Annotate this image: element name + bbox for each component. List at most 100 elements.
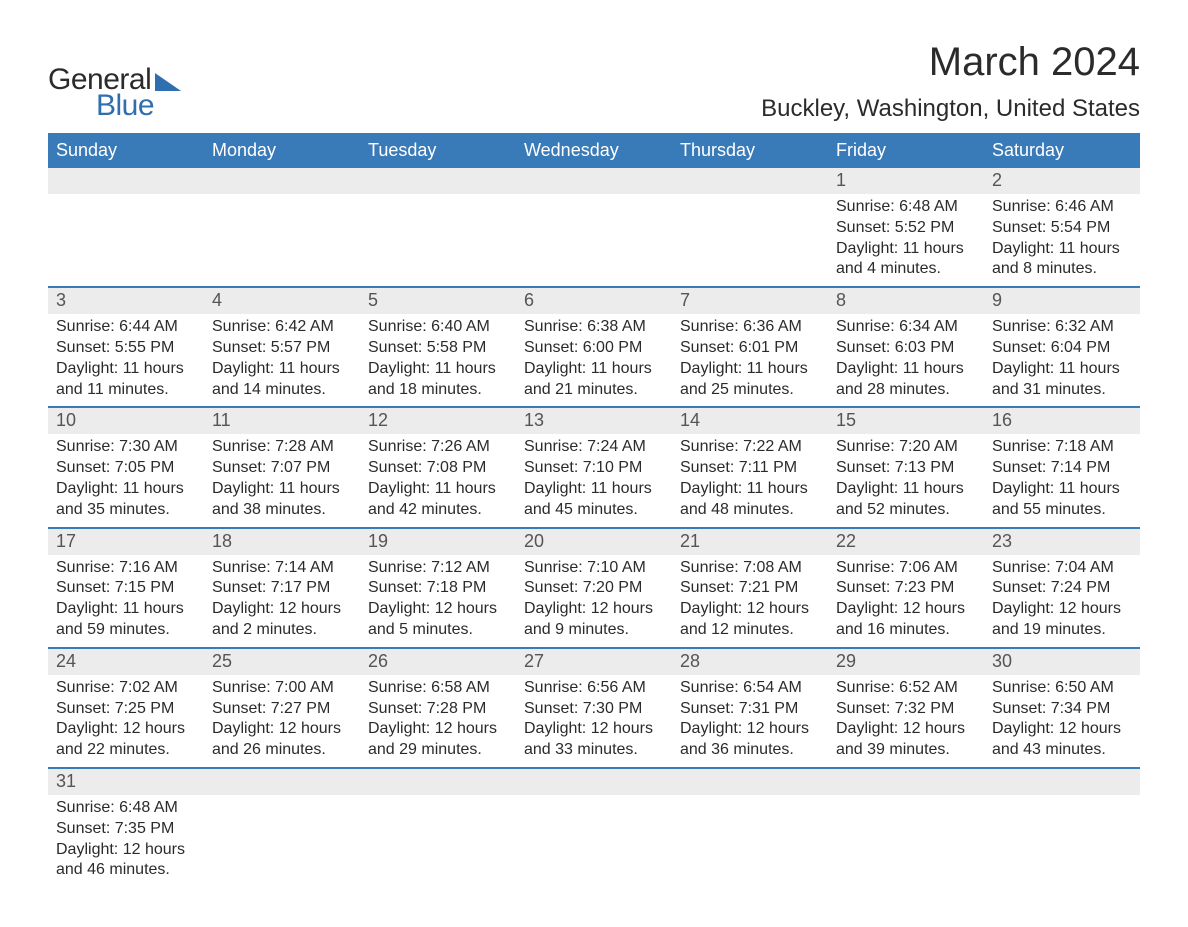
daylight-line: Daylight: 11 hours and 21 minutes. [524, 359, 664, 401]
daylight-line: Daylight: 11 hours and 48 minutes. [680, 479, 820, 521]
daylight-line: Daylight: 11 hours and 35 minutes. [56, 479, 196, 521]
sunset-line: Sunset: 7:30 PM [524, 699, 664, 720]
day-details: Sunrise: 6:58 AMSunset: 7:28 PMDaylight:… [360, 675, 516, 767]
sunset-line: Sunset: 7:18 PM [368, 578, 508, 599]
page-title: March 2024 [761, 40, 1140, 85]
daylight-line: Daylight: 11 hours and 28 minutes. [836, 359, 976, 401]
sunrise-line: Sunrise: 7:24 AM [524, 437, 664, 458]
daylight-line: Daylight: 12 hours and 46 minutes. [56, 840, 196, 882]
day-number: 13 [516, 408, 672, 434]
calendar-day: 28Sunrise: 6:54 AMSunset: 7:31 PMDayligh… [672, 649, 828, 767]
calendar-day: 3Sunrise: 6:44 AMSunset: 5:55 PMDaylight… [48, 288, 204, 406]
logo-text-blue: Blue [96, 89, 154, 123]
day-details [516, 795, 672, 877]
day-details: Sunrise: 7:24 AMSunset: 7:10 PMDaylight:… [516, 434, 672, 526]
day-details: Sunrise: 7:00 AMSunset: 7:27 PMDaylight:… [204, 675, 360, 767]
sunset-line: Sunset: 5:57 PM [212, 338, 352, 359]
sunrise-line: Sunrise: 6:52 AM [836, 678, 976, 699]
day-number: 20 [516, 529, 672, 555]
day-number: 9 [984, 288, 1140, 314]
daylight-line: Daylight: 11 hours and 8 minutes. [992, 239, 1132, 281]
day-number: 25 [204, 649, 360, 675]
sunrise-line: Sunrise: 7:10 AM [524, 558, 664, 579]
calendar-header-cell: Thursday [672, 133, 828, 168]
day-number: 3 [48, 288, 204, 314]
calendar-day-empty [204, 168, 360, 286]
calendar-day: 29Sunrise: 6:52 AMSunset: 7:32 PMDayligh… [828, 649, 984, 767]
daylight-line: Daylight: 11 hours and 11 minutes. [56, 359, 196, 401]
daylight-line: Daylight: 12 hours and 29 minutes. [368, 719, 508, 761]
calendar-day: 14Sunrise: 7:22 AMSunset: 7:11 PMDayligh… [672, 408, 828, 526]
day-details [984, 795, 1140, 877]
day-number: 14 [672, 408, 828, 434]
sunset-line: Sunset: 7:35 PM [56, 819, 196, 840]
daylight-line: Daylight: 12 hours and 36 minutes. [680, 719, 820, 761]
day-number: 5 [360, 288, 516, 314]
day-details: Sunrise: 6:54 AMSunset: 7:31 PMDaylight:… [672, 675, 828, 767]
day-details: Sunrise: 6:48 AMSunset: 5:52 PMDaylight:… [828, 194, 984, 286]
day-number: 15 [828, 408, 984, 434]
day-number [672, 769, 828, 795]
calendar-day-empty [672, 769, 828, 887]
day-details: Sunrise: 7:18 AMSunset: 7:14 PMDaylight:… [984, 434, 1140, 526]
calendar-day-empty [360, 769, 516, 887]
calendar-day-empty [672, 168, 828, 286]
day-number: 18 [204, 529, 360, 555]
sunset-line: Sunset: 6:01 PM [680, 338, 820, 359]
daylight-line: Daylight: 12 hours and 43 minutes. [992, 719, 1132, 761]
calendar-day-empty [48, 168, 204, 286]
daylight-line: Daylight: 11 hours and 59 minutes. [56, 599, 196, 641]
calendar-day: 8Sunrise: 6:34 AMSunset: 6:03 PMDaylight… [828, 288, 984, 406]
sunrise-line: Sunrise: 7:30 AM [56, 437, 196, 458]
calendar-week-row: 3Sunrise: 6:44 AMSunset: 5:55 PMDaylight… [48, 286, 1140, 406]
calendar-day: 5Sunrise: 6:40 AMSunset: 5:58 PMDaylight… [360, 288, 516, 406]
sunset-line: Sunset: 7:27 PM [212, 699, 352, 720]
calendar-day-empty [204, 769, 360, 887]
logo-triangle-icon [155, 73, 181, 91]
sunset-line: Sunset: 7:28 PM [368, 699, 508, 720]
daylight-line: Daylight: 12 hours and 26 minutes. [212, 719, 352, 761]
calendar-day: 1Sunrise: 6:48 AMSunset: 5:52 PMDaylight… [828, 168, 984, 286]
calendar-week-row: 24Sunrise: 7:02 AMSunset: 7:25 PMDayligh… [48, 647, 1140, 767]
calendar-day-empty [516, 769, 672, 887]
day-details: Sunrise: 6:44 AMSunset: 5:55 PMDaylight:… [48, 314, 204, 406]
calendar-week-row: 1Sunrise: 6:48 AMSunset: 5:52 PMDaylight… [48, 168, 1140, 286]
page-header: General Blue March 2024 Buckley, Washing… [48, 40, 1140, 123]
sunrise-line: Sunrise: 7:16 AM [56, 558, 196, 579]
daylight-line: Daylight: 12 hours and 22 minutes. [56, 719, 196, 761]
sunrise-line: Sunrise: 6:38 AM [524, 317, 664, 338]
calendar-day: 26Sunrise: 6:58 AMSunset: 7:28 PMDayligh… [360, 649, 516, 767]
daylight-line: Daylight: 12 hours and 2 minutes. [212, 599, 352, 641]
sunset-line: Sunset: 6:04 PM [992, 338, 1132, 359]
sunset-line: Sunset: 5:54 PM [992, 218, 1132, 239]
calendar-week-row: 10Sunrise: 7:30 AMSunset: 7:05 PMDayligh… [48, 406, 1140, 526]
sunrise-line: Sunrise: 6:48 AM [56, 798, 196, 819]
calendar-week-row: 17Sunrise: 7:16 AMSunset: 7:15 PMDayligh… [48, 527, 1140, 647]
sunset-line: Sunset: 7:23 PM [836, 578, 976, 599]
day-number: 31 [48, 769, 204, 795]
calendar-day: 17Sunrise: 7:16 AMSunset: 7:15 PMDayligh… [48, 529, 204, 647]
sunset-line: Sunset: 7:05 PM [56, 458, 196, 479]
day-number: 19 [360, 529, 516, 555]
daylight-line: Daylight: 11 hours and 25 minutes. [680, 359, 820, 401]
sunrise-line: Sunrise: 7:06 AM [836, 558, 976, 579]
day-details [48, 194, 204, 276]
calendar-day: 27Sunrise: 6:56 AMSunset: 7:30 PMDayligh… [516, 649, 672, 767]
day-details [672, 194, 828, 276]
day-details: Sunrise: 6:32 AMSunset: 6:04 PMDaylight:… [984, 314, 1140, 406]
day-details: Sunrise: 7:12 AMSunset: 7:18 PMDaylight:… [360, 555, 516, 647]
day-details: Sunrise: 6:40 AMSunset: 5:58 PMDaylight:… [360, 314, 516, 406]
day-number [984, 769, 1140, 795]
calendar-day: 6Sunrise: 6:38 AMSunset: 6:00 PMDaylight… [516, 288, 672, 406]
daylight-line: Daylight: 11 hours and 38 minutes. [212, 479, 352, 521]
sunrise-line: Sunrise: 7:00 AM [212, 678, 352, 699]
day-number [360, 168, 516, 194]
day-details [516, 194, 672, 276]
day-details [204, 194, 360, 276]
day-number [204, 168, 360, 194]
daylight-line: Daylight: 11 hours and 31 minutes. [992, 359, 1132, 401]
day-details [204, 795, 360, 877]
sunrise-line: Sunrise: 6:56 AM [524, 678, 664, 699]
day-details: Sunrise: 6:48 AMSunset: 7:35 PMDaylight:… [48, 795, 204, 887]
calendar-day: 10Sunrise: 7:30 AMSunset: 7:05 PMDayligh… [48, 408, 204, 526]
